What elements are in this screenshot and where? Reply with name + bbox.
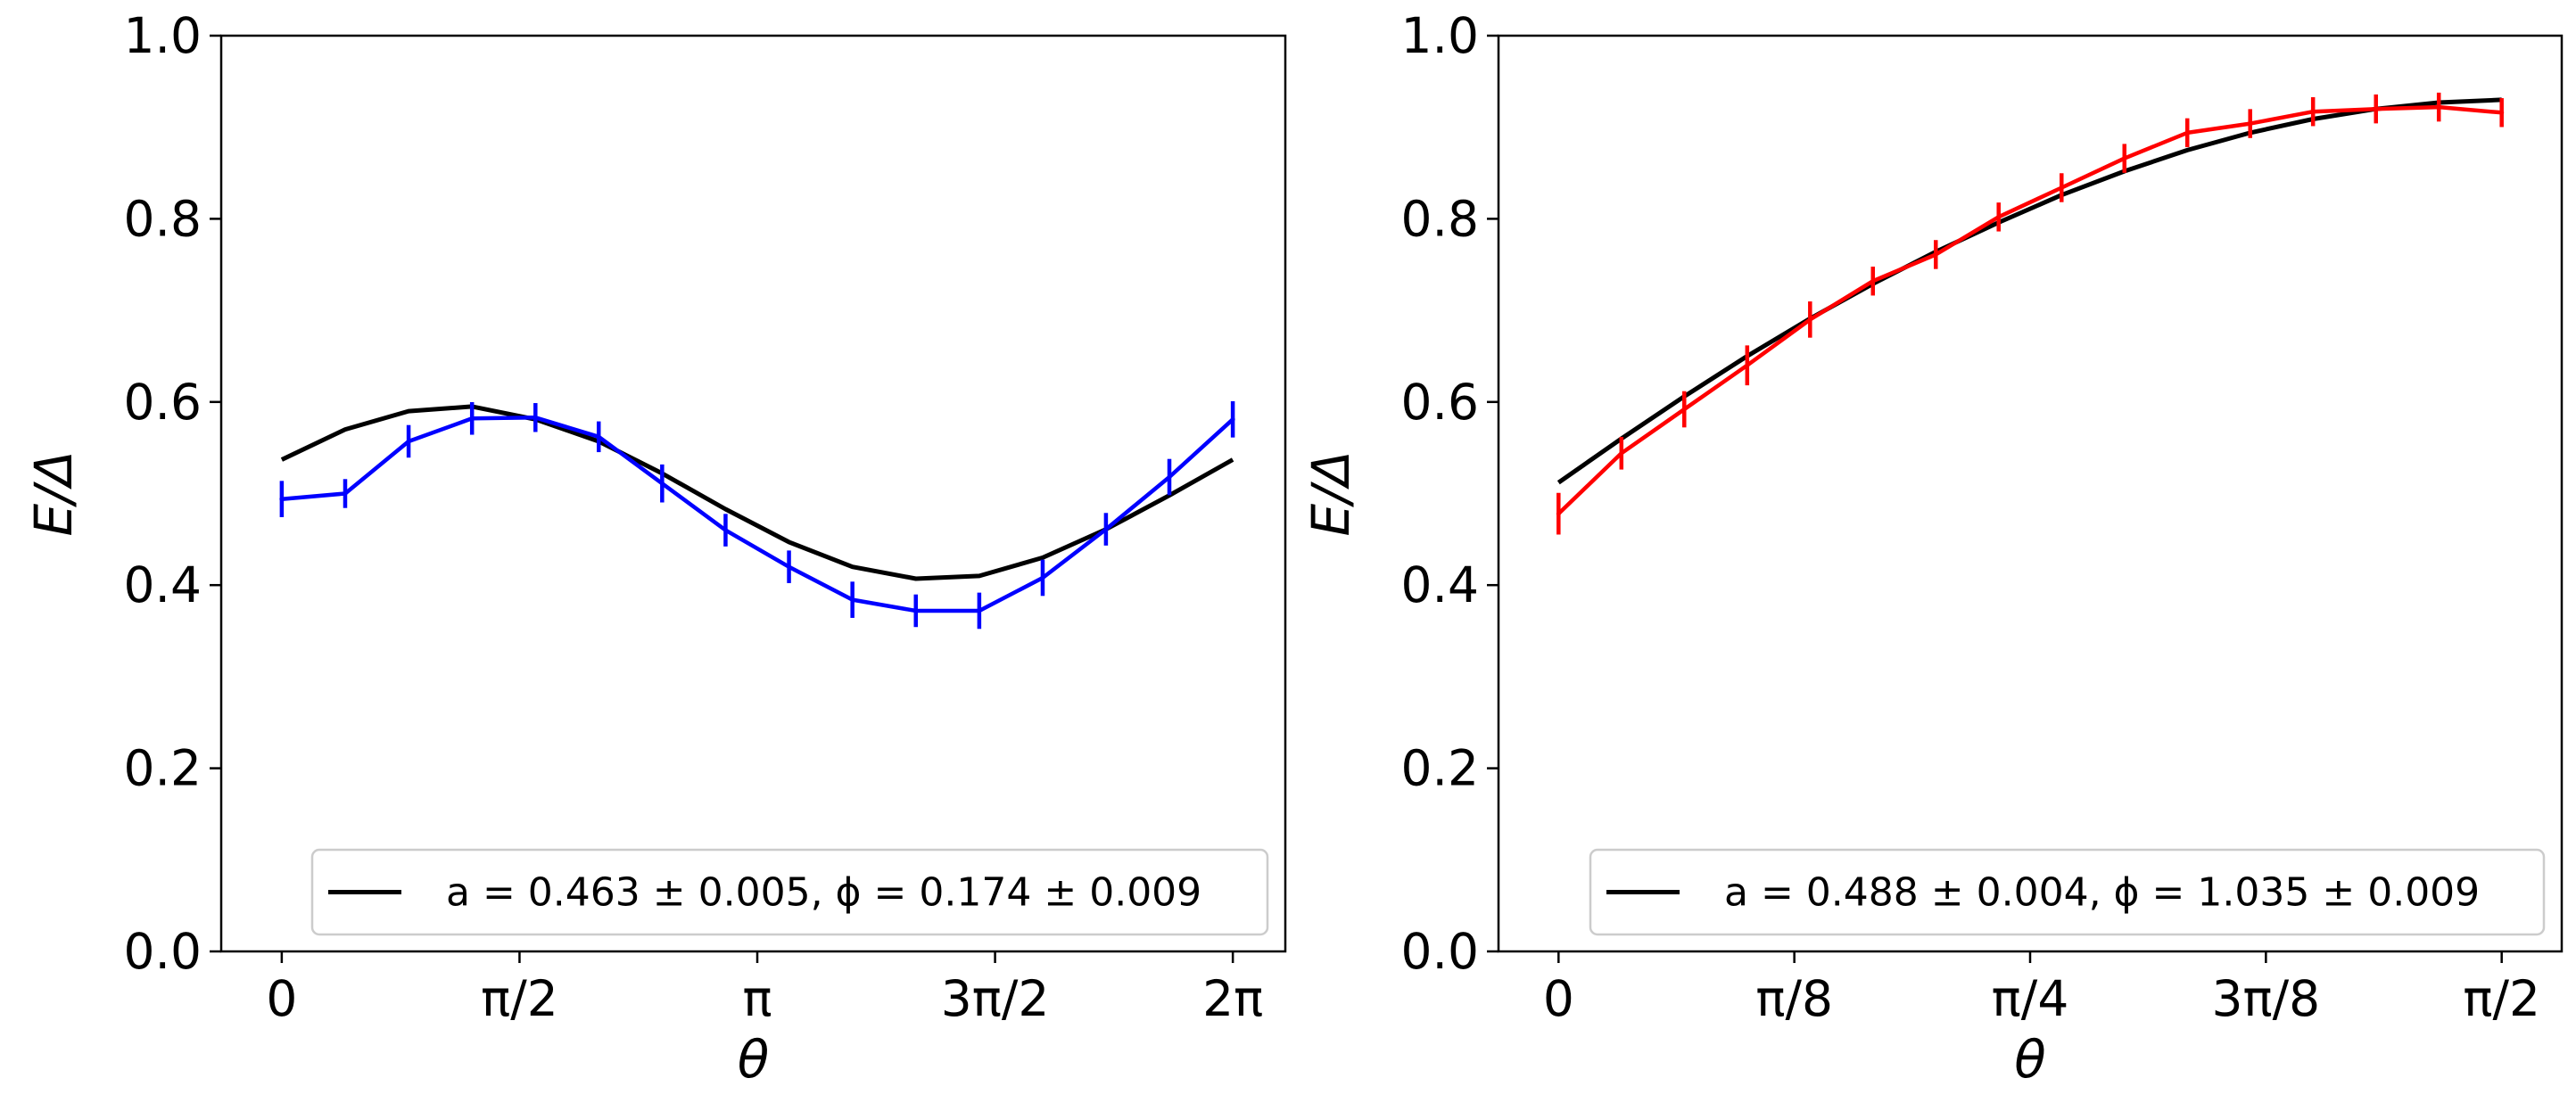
- data-point: [1807, 317, 1812, 322]
- data-point: [1040, 575, 1045, 580]
- fit-line: [1556, 97, 2502, 485]
- data-point: [2374, 106, 2379, 111]
- right-panel: 0.0 0.2 0.4 0.6 0.8 1.0 0 π/8 π/4 3π/8 π/2 θ E/Δ a = …: [1300, 7, 2564, 1090]
- x-axis-title: θ: [738, 1029, 770, 1090]
- data-point: [596, 434, 601, 440]
- data-point: [1619, 450, 1624, 456]
- y-tick-label: 0.4: [124, 556, 202, 613]
- y-tick-label: 0.8: [124, 190, 202, 247]
- x-tick-label: 0: [1543, 970, 1574, 1027]
- x-tick-label: π/8: [1755, 970, 1833, 1027]
- data-point: [2059, 185, 2064, 190]
- x-tick-label: 2π: [1202, 970, 1263, 1027]
- data-point: [469, 416, 475, 421]
- data-point: [913, 608, 919, 613]
- data-point: [1870, 278, 1876, 284]
- plot-frame: [219, 34, 1287, 953]
- plot-frame: [1497, 34, 2564, 953]
- x-tick-label: 3π/8: [2212, 970, 2321, 1027]
- data-point: [659, 481, 665, 486]
- data-point: [1996, 214, 2002, 219]
- x-tick-label: π/2: [2463, 970, 2540, 1027]
- data-point: [1933, 251, 1938, 257]
- x-tick-label: 3π/2: [941, 970, 1050, 1027]
- data-point: [2122, 156, 2127, 161]
- x-tick-label: 0: [266, 970, 297, 1027]
- data-point: [2248, 121, 2253, 127]
- data-line: [281, 416, 1234, 613]
- x-tick-label: π/2: [481, 970, 558, 1027]
- data-point: [2184, 130, 2190, 136]
- data-line: [1556, 104, 2502, 515]
- data-point: [1556, 511, 1561, 516]
- legend-box: [1589, 848, 2546, 936]
- y-tick-label: 0.2: [1401, 740, 1479, 797]
- y-tick-label: 0.0: [1401, 923, 1479, 980]
- data-point: [977, 608, 982, 613]
- fit-line: [280, 404, 1234, 581]
- x-tick-label: π/4: [1992, 970, 2069, 1027]
- data-point: [279, 497, 285, 502]
- legend-label: a = 0.488 ± 0.004, ϕ = 1.035 ± 0.009: [1724, 870, 2480, 916]
- data-point: [533, 415, 538, 420]
- x-tick-label: π: [742, 970, 772, 1027]
- y-tick-label: 0.6: [1401, 374, 1479, 431]
- data-point: [406, 439, 411, 444]
- y-tick-label: 0.4: [1401, 556, 1479, 613]
- data-point: [1745, 363, 1750, 368]
- y-tick-label: 1.0: [1401, 7, 1479, 64]
- y-tick-label: 1.0: [124, 7, 202, 64]
- left-panel: 0.0 0.2 0.4 0.6 0.8 1.0 0 π/2 π 3π/2 2π θ E/Δ a = 0.4…: [23, 7, 1287, 1090]
- data-point: [1103, 527, 1109, 532]
- data-point: [2310, 109, 2316, 114]
- data-point: [1230, 416, 1235, 422]
- data-point: [2499, 110, 2505, 115]
- x-axis-title: θ: [2014, 1029, 2046, 1090]
- y-axis-title: E/Δ: [23, 451, 84, 537]
- data-point: [1681, 407, 1687, 412]
- legend-label: a = 0.463 ± 0.005, ϕ = 0.174 ± 0.009: [446, 870, 1201, 916]
- y-tick-label: 0.8: [1401, 190, 1479, 247]
- legend-box: [310, 848, 1269, 936]
- y-tick-label: 0.6: [124, 374, 202, 431]
- y-axis-title: E/Δ: [1300, 451, 1361, 537]
- data-point: [2436, 104, 2441, 110]
- data-point: [722, 528, 728, 533]
- data-point: [787, 564, 792, 570]
- data-point: [343, 491, 348, 496]
- y-tick-label: 0.0: [124, 923, 202, 980]
- data-point: [1167, 474, 1172, 480]
- y-tick-label: 0.2: [124, 740, 202, 797]
- data-point: [850, 597, 855, 603]
